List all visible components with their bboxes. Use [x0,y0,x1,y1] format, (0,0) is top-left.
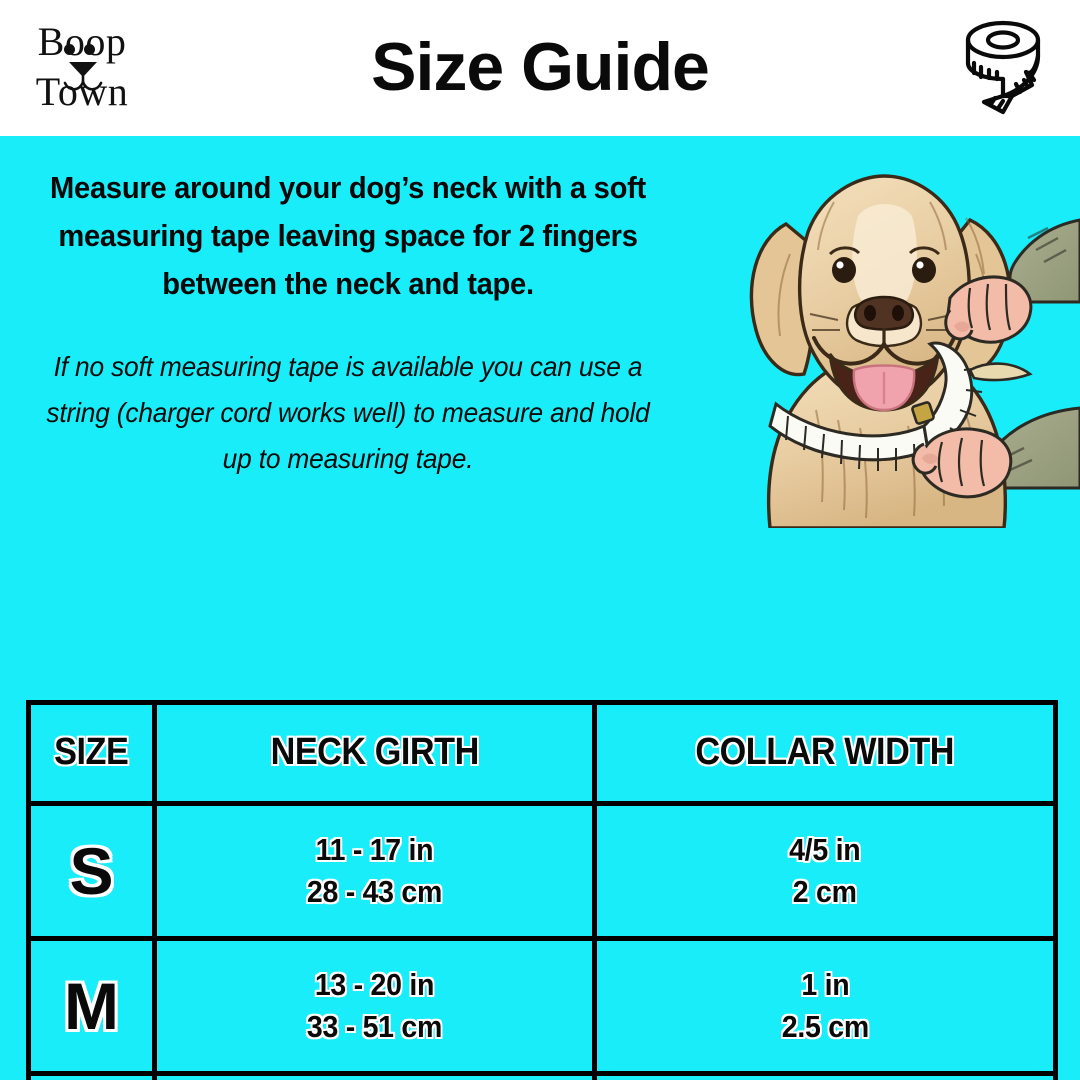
table-header-cell-collar-width: COLLAR WIDTH [592,700,1058,806]
collar-width-s: 4/5 in 2 cm [789,829,861,913]
collar-width-s-inches: 4/5 in [789,832,861,867]
dog-snout-icon [56,60,110,94]
brand-logo: Boop Town [22,22,142,118]
cell-size: S [26,801,157,941]
column-header-size: SIZE [54,731,129,774]
body-area: Measure around your dog’s neck with a so… [0,136,1080,1080]
neck-girth-s-inches: 11 - 17 in [315,832,434,867]
cell-neck-girth: 16 - 26 in 41 - 66 cm [152,1071,597,1080]
collar-width-m-cm: 2.5 cm [781,1009,869,1044]
table-row: M 13 - 20 in 33 - 51 cm 1 in 2.5 cm [26,936,1058,1076]
neck-girth-s: 11 - 17 in 28 - 43 cm [307,829,442,913]
size-label-m: M [64,969,119,1043]
column-header-collar-width: COLLAR WIDTH [695,731,955,774]
cell-size: L [26,1071,157,1080]
dog-eyes-icon [63,44,101,58]
cell-collar-width: 4/5 in 2 cm [592,801,1058,941]
table-row: L 16 - 26 in 41 - 66 cm 1 in 2.5 cm [26,1071,1058,1080]
table-header-cell-size: SIZE [26,700,157,806]
instructions-primary: Measure around your dog’s neck with a so… [50,170,646,301]
table-header-cell-neck-girth: NECK GIRTH [152,700,597,806]
table-row: S 11 - 17 in 28 - 43 cm 4/5 in 2 cm [26,801,1058,941]
measuring-tape-icon [954,16,1056,120]
neck-girth-m-inches: 13 - 20 in [314,967,435,1002]
logo-text-town: Town [35,69,129,114]
cell-collar-width: 1 in 2.5 cm [592,936,1058,1076]
size-table: SIZE NECK GIRTH COLLAR WIDTH S [26,700,1058,1080]
cell-size: M [26,936,157,1076]
collar-width-m-inches: 1 in [800,967,850,1002]
collar-width-s-cm: 2 cm [793,874,857,909]
page-title: Size Guide [371,29,710,105]
column-header-neck-girth: NECK GIRTH [270,731,479,774]
neck-girth-m: 13 - 20 in 33 - 51 cm [307,964,442,1048]
logo-text-boop: Boop [37,19,127,64]
table-header-row: SIZE NECK GIRTH COLLAR WIDTH [26,700,1058,806]
cell-collar-width: 1 in 2.5 cm [592,1071,1058,1080]
collar-width-m: 1 in 2.5 cm [781,964,868,1048]
dog-eye-left-icon [64,44,75,55]
dog-eye-right-icon [84,44,95,55]
neck-girth-m-cm: 33 - 51 cm [306,1009,443,1044]
cell-neck-girth: 13 - 20 in 33 - 51 cm [152,936,597,1076]
header-band: Boop Town Size Guide [0,0,1080,136]
instructions-secondary: If no soft measuring tape is available y… [46,351,650,474]
size-label-s: S [69,834,114,908]
cell-neck-girth: 11 - 17 in 28 - 43 cm [152,801,597,941]
golden-retriever-neck-measure-illustration [718,158,1080,528]
neck-girth-s-cm: 28 - 43 cm [306,874,443,909]
